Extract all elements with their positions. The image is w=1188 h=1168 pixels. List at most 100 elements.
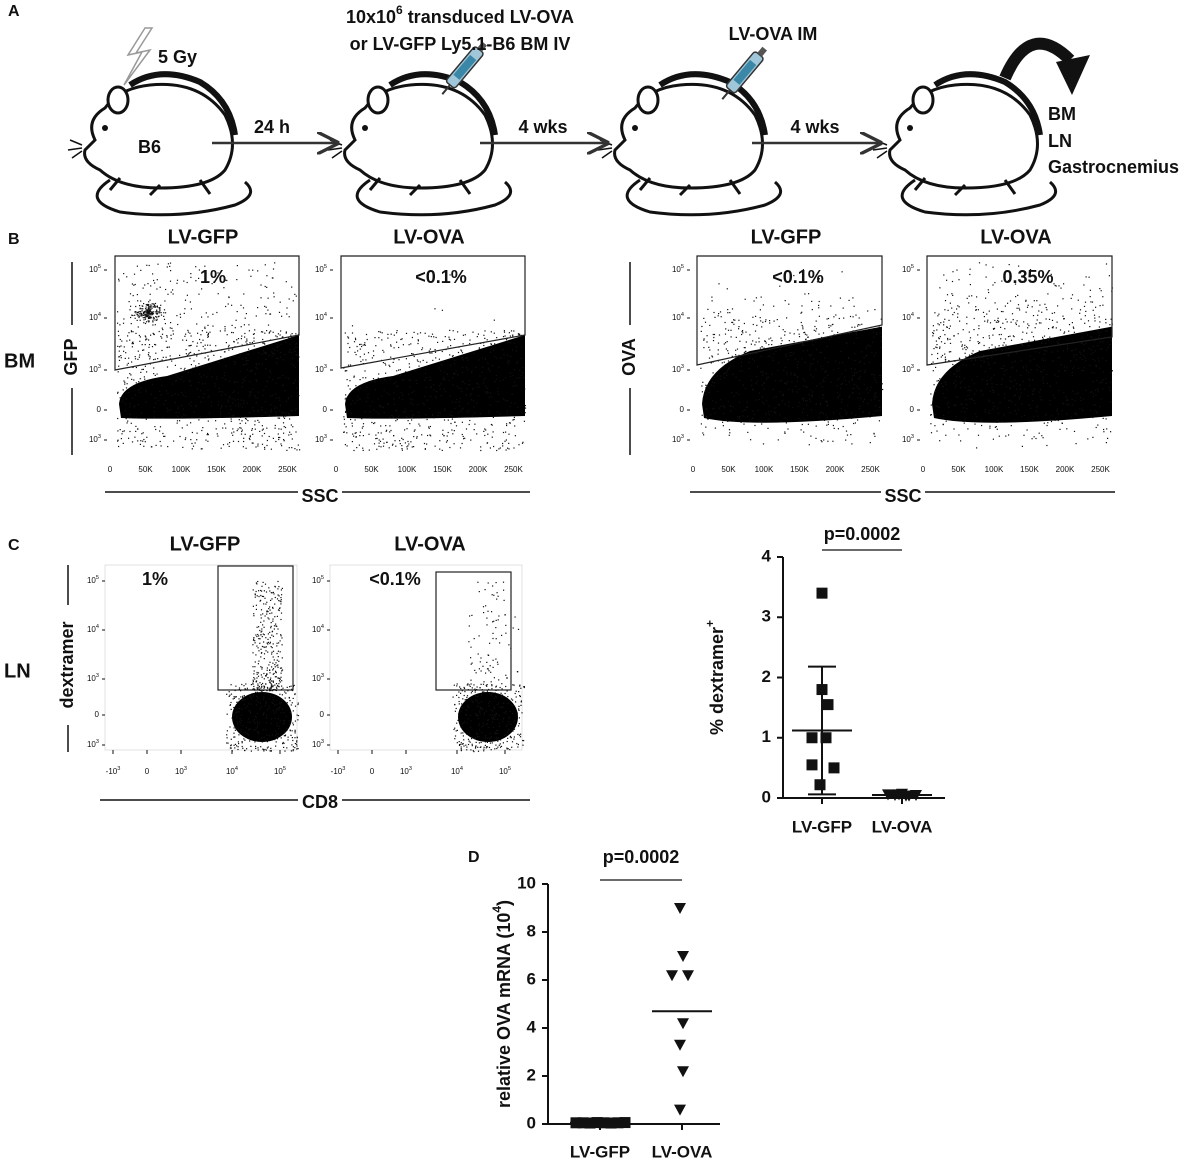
event-dot	[1092, 358, 1094, 361]
event-dot	[1002, 311, 1004, 313]
event-dot	[429, 386, 432, 388]
event-dot	[151, 313, 153, 315]
event-dot	[207, 334, 209, 336]
event-dot	[1001, 378, 1003, 380]
event-dot	[264, 332, 266, 334]
event-dot	[264, 748, 266, 751]
event-dot	[232, 434, 234, 436]
event-dot	[1090, 391, 1092, 393]
event-dot	[827, 317, 830, 320]
event-dot	[273, 688, 275, 691]
event-dot	[727, 400, 729, 402]
event-dot	[153, 416, 156, 418]
event-dot	[498, 366, 500, 368]
event-dot	[1061, 410, 1063, 412]
event-dot	[392, 417, 394, 419]
event-dot	[458, 691, 460, 693]
event-dot	[506, 424, 508, 427]
event-dot	[281, 688, 283, 691]
event-dot	[476, 736, 478, 738]
event-dot	[860, 397, 862, 400]
event-dot	[267, 617, 269, 619]
event-dot	[457, 719, 459, 721]
event-dot	[248, 412, 250, 414]
event-dot	[263, 641, 265, 643]
event-dot	[251, 388, 254, 390]
event-dot	[810, 435, 812, 437]
event-dot	[240, 730, 242, 732]
event-dot	[733, 323, 735, 325]
event-dot	[148, 301, 150, 303]
event-dot	[524, 407, 527, 409]
event-dot	[253, 337, 255, 339]
event-dot	[131, 314, 133, 316]
event-dot	[943, 417, 945, 419]
event-dot	[235, 708, 237, 710]
event-dot	[418, 423, 420, 425]
event-dot	[429, 407, 431, 409]
event-dot	[430, 435, 432, 437]
event-dot	[189, 332, 191, 334]
data-point	[677, 1018, 689, 1030]
event-dot	[705, 415, 707, 417]
event-dot	[129, 309, 131, 311]
event-dot	[475, 672, 477, 674]
event-dot	[245, 422, 247, 424]
event-dot	[274, 427, 276, 429]
event-dot	[868, 344, 870, 346]
event-dot	[425, 377, 427, 379]
event-dot	[441, 350, 443, 353]
event-dot	[290, 685, 292, 687]
event-dot	[1103, 431, 1105, 433]
event-dot	[358, 398, 360, 400]
y-tick-label: 0	[910, 405, 915, 414]
y-tick-label-sup: 4	[98, 312, 101, 318]
event-dot	[1056, 408, 1058, 410]
event-dot	[361, 418, 363, 420]
event-dot	[955, 404, 957, 407]
event-dot	[964, 344, 966, 346]
event-dot	[997, 317, 999, 319]
event-dot	[291, 744, 293, 746]
event-dot	[518, 705, 520, 707]
event-dot	[276, 615, 278, 617]
event-dot	[253, 695, 255, 697]
event-dot	[512, 730, 514, 732]
event-dot	[128, 301, 130, 303]
event-dot	[263, 678, 265, 680]
event-dot	[857, 377, 860, 379]
event-dot	[279, 706, 281, 708]
event-dot	[272, 352, 274, 354]
event-dot	[140, 387, 142, 389]
event-dot	[389, 425, 391, 427]
x-tick-label: -103	[106, 766, 121, 776]
event-dot	[938, 337, 940, 339]
event-dot	[292, 382, 294, 384]
event-dot	[274, 684, 276, 686]
event-dot	[1005, 435, 1007, 437]
event-dot	[272, 620, 274, 622]
event-dot	[482, 366, 484, 368]
event-dot	[806, 386, 808, 388]
gate	[340, 255, 526, 369]
event-dot	[293, 348, 295, 350]
event-dot	[796, 367, 798, 369]
event-dot	[952, 363, 954, 366]
event-dot	[864, 370, 866, 372]
event-dot	[289, 343, 291, 345]
event-dot	[174, 364, 176, 366]
event-dot	[376, 437, 378, 439]
event-dot	[275, 414, 277, 416]
event-dot	[499, 642, 501, 644]
data-point	[816, 587, 828, 599]
event-dot	[347, 342, 349, 345]
event-dot	[833, 412, 835, 414]
x-axis-label: CD8	[302, 792, 338, 812]
event-dot	[469, 685, 471, 687]
event-dot	[880, 336, 882, 338]
event-dot	[126, 276, 128, 278]
event-dot	[720, 316, 722, 318]
event-dot	[509, 375, 511, 377]
event-dot	[1071, 308, 1073, 310]
event-dot	[1006, 321, 1008, 323]
